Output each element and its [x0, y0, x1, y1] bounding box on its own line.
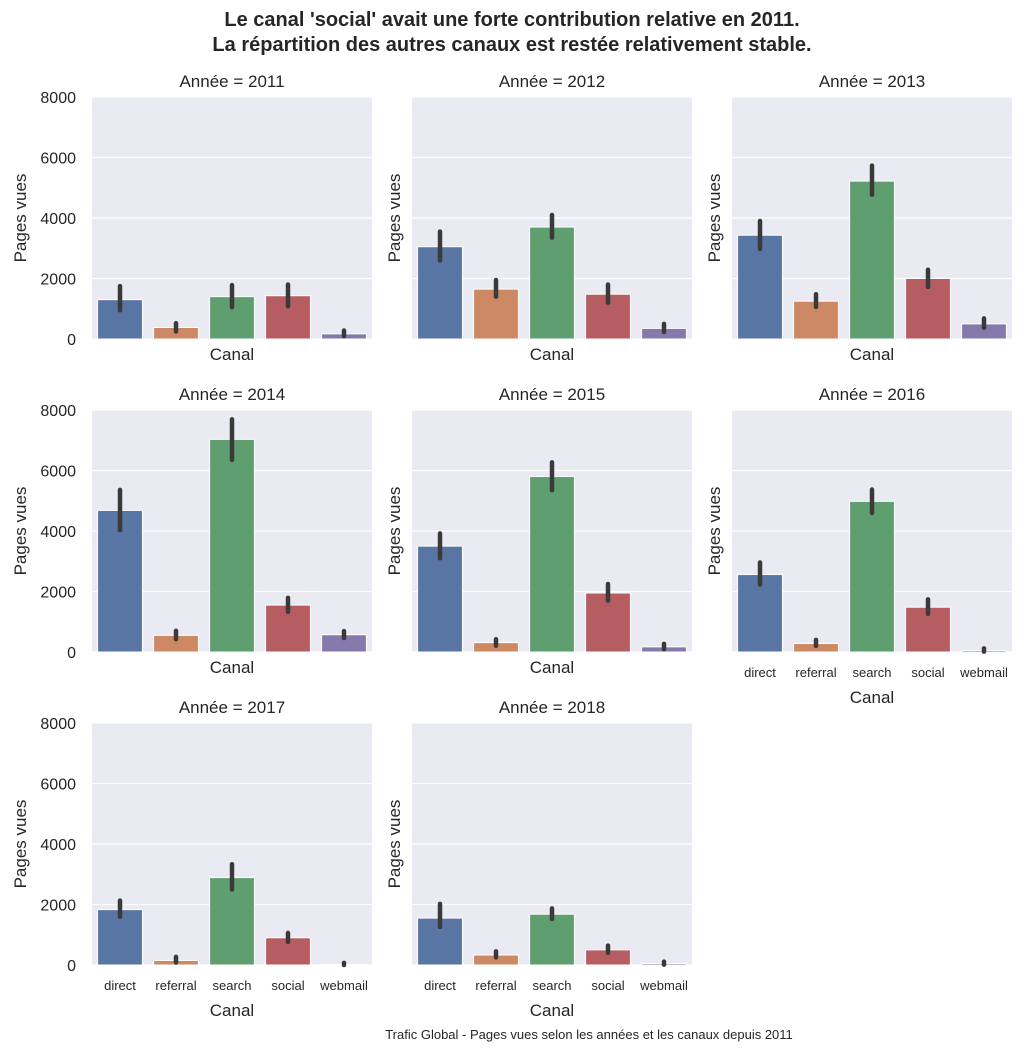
panel-title: Année = 2011	[179, 72, 284, 91]
y-tick-label: 2000	[40, 898, 76, 915]
bar-social	[585, 592, 631, 653]
panel-title: Année = 2012	[499, 72, 605, 91]
y-axis-label: Pages vues	[385, 487, 404, 576]
y-tick-label: 0	[67, 958, 76, 975]
y-tick-label: 6000	[40, 151, 76, 168]
x-tick-label: webmail	[959, 665, 1008, 680]
facet-panel-0: Année = 2011 0 2000 4000 6000 8000 Pages vues C…	[11, 72, 372, 364]
bar-search	[209, 438, 255, 653]
y-tick-label: 4000	[40, 837, 76, 854]
panel-title: Année = 2013	[819, 72, 925, 91]
y-tick-label: 8000	[40, 90, 76, 107]
y-tick-label: 8000	[40, 403, 76, 420]
title-line-1: Le canal 'social' avait une forte contri…	[224, 9, 800, 31]
x-tick-label: search	[532, 978, 571, 993]
x-tick-label: webmail	[639, 978, 688, 993]
y-axis-label: Pages vues	[11, 487, 30, 576]
panel-title: Année = 2016	[819, 385, 925, 404]
panel-title: Année = 2018	[499, 698, 605, 717]
facet-panel-4: Année = 2015 Pages vues Canal	[385, 385, 692, 677]
x-axis-label: Canal	[210, 1001, 254, 1020]
x-axis-label: Canal	[850, 688, 894, 707]
bar-search	[529, 226, 575, 340]
y-tick-label: 4000	[40, 211, 76, 228]
y-axis-label: Pages vues	[11, 174, 30, 263]
panel-title: Année = 2014	[179, 385, 285, 404]
x-axis-label: Canal	[530, 658, 574, 677]
x-tick-label: social	[271, 978, 304, 993]
x-tick-label: search	[212, 978, 251, 993]
x-tick-label: social	[591, 978, 624, 993]
footer-caption: Trafic Global - Pages vues selon les ann…	[385, 1027, 793, 1042]
bar-social	[265, 295, 311, 340]
facet-panel-5: Année = 2016 Pages vues direct referral sear…	[705, 385, 1012, 707]
bar-direct	[97, 509, 143, 653]
x-axis-label: Canal	[210, 345, 254, 364]
panel-title: Année = 2015	[499, 385, 605, 404]
bar-direct	[97, 909, 143, 966]
x-axis-label: Canal	[530, 345, 574, 364]
facet-panel-7: Année = 2018 Pages vues direct referral sear…	[385, 698, 692, 1020]
bar-search	[209, 877, 255, 966]
facet-panel-1: Année = 2012 Pages vues Canal	[385, 72, 692, 364]
figure-title: Le canal 'social' avait une forte contri…	[0, 8, 1024, 58]
x-tick-label: referral	[475, 978, 516, 993]
panel-title: Année = 2017	[179, 698, 285, 717]
x-tick-label: referral	[155, 978, 196, 993]
x-tick-label: direct	[744, 665, 776, 680]
y-tick-label: 2000	[40, 272, 76, 289]
y-tick-label: 2000	[40, 585, 76, 602]
bar-social	[265, 937, 311, 966]
facet-panel-2: Année = 2013 Pages vues Canal	[705, 72, 1012, 364]
y-tick-label: 4000	[40, 524, 76, 541]
x-tick-label: referral	[795, 665, 836, 680]
x-tick-label: social	[911, 665, 944, 680]
bar-search	[529, 476, 575, 653]
bar-search	[849, 180, 895, 340]
y-tick-label: 0	[67, 332, 76, 349]
bar-search	[849, 500, 895, 653]
y-axis-label: Pages vues	[385, 174, 404, 263]
x-tick-label: search	[852, 665, 891, 680]
x-axis-label: Canal	[530, 1001, 574, 1020]
y-tick-label: 6000	[40, 777, 76, 794]
bar-direct	[737, 234, 783, 340]
y-tick-label: 8000	[40, 716, 76, 733]
y-tick-label: 0	[67, 645, 76, 662]
facet-panel-3: Année = 2014 0 2000 4000 6000 8000 Pages vues C…	[11, 385, 372, 677]
x-tick-label: webmail	[319, 978, 368, 993]
x-tick-label: direct	[424, 978, 456, 993]
x-tick-label: direct	[104, 978, 136, 993]
y-axis-label: Pages vues	[705, 487, 724, 576]
y-axis-label: Pages vues	[705, 174, 724, 263]
y-axis-label: Pages vues	[385, 800, 404, 889]
bar-search	[529, 913, 575, 966]
facet-panel-6: Année = 2017 0 2000 4000 6000 8000 Pages vues d…	[11, 698, 372, 1020]
x-axis-label: Canal	[850, 345, 894, 364]
x-axis-label: Canal	[210, 658, 254, 677]
bar-direct	[417, 545, 463, 653]
y-tick-label: 6000	[40, 464, 76, 481]
y-axis-label: Pages vues	[11, 800, 30, 889]
title-line-2: La répartition des autres canaux est res…	[212, 34, 812, 56]
